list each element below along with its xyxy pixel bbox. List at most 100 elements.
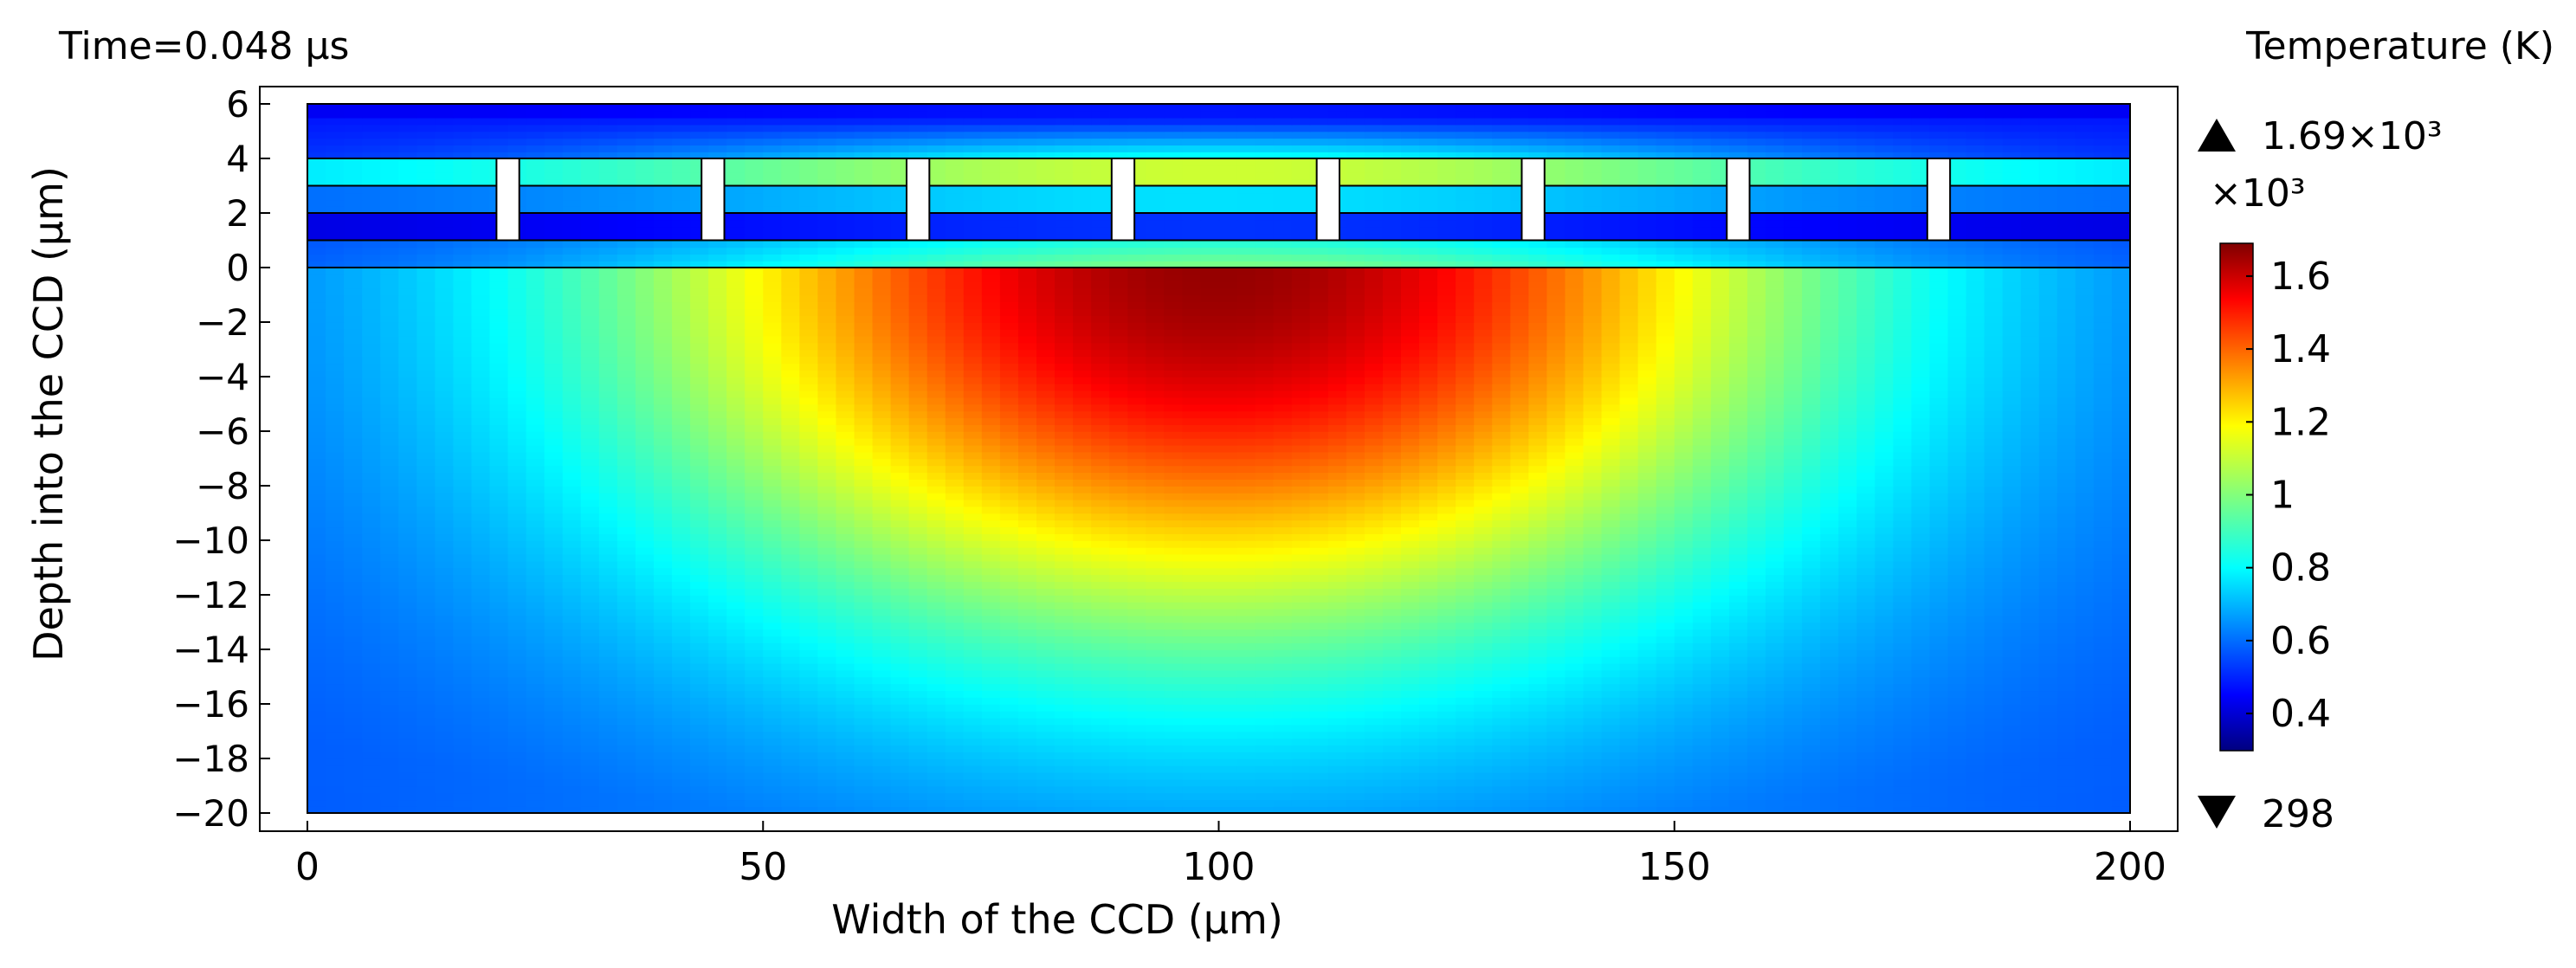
heatmap-cell xyxy=(1146,662,1165,671)
heatmap-cell xyxy=(690,595,709,603)
heatmap-cell xyxy=(1565,553,1585,562)
heatmap-cell xyxy=(1456,588,1475,596)
heatmap-cell xyxy=(1236,506,1256,514)
heatmap-cell xyxy=(981,717,1001,726)
heatmap-cell xyxy=(1893,655,1913,664)
heatmap-cell xyxy=(1291,710,1311,719)
heatmap-cell xyxy=(1674,581,1694,589)
heatmap-cell xyxy=(926,655,946,664)
heatmap-cell xyxy=(1255,581,1275,589)
heatmap-cell xyxy=(1182,629,1202,637)
heatmap-cell xyxy=(1127,771,1147,780)
heatmap-cell xyxy=(1419,486,1438,494)
heatmap-cell xyxy=(981,513,1001,521)
heatmap-cell xyxy=(1437,546,1456,555)
heatmap-cell xyxy=(1766,662,1785,671)
heatmap-cell xyxy=(836,567,855,576)
heatmap-cell xyxy=(471,785,491,794)
heatmap-cell xyxy=(854,513,874,521)
heatmap-cell xyxy=(562,758,582,766)
heatmap-cell xyxy=(1510,669,1530,678)
heatmap-cell xyxy=(380,506,400,514)
heatmap-cell xyxy=(1565,717,1585,726)
heatmap-cell xyxy=(2002,533,2022,541)
heatmap-cell xyxy=(562,540,582,548)
heatmap-cell xyxy=(507,752,527,759)
heatmap-cell xyxy=(1911,806,1931,813)
heatmap-cell xyxy=(1856,472,1876,480)
heatmap-cell xyxy=(1182,792,1202,801)
heatmap-cell xyxy=(1273,758,1293,766)
heatmap-cell xyxy=(1838,492,1858,500)
heatmap-cell xyxy=(745,636,765,643)
heatmap-cell xyxy=(1528,683,1548,692)
heatmap-cell xyxy=(1327,724,1347,732)
heatmap-cell xyxy=(562,622,582,630)
heatmap-cell xyxy=(1656,479,1675,487)
heatmap-cell xyxy=(1893,778,1913,787)
heatmap-cell xyxy=(1437,492,1456,500)
heatmap-cell xyxy=(471,546,491,555)
heatmap-cell xyxy=(799,519,819,528)
heatmap-cell xyxy=(890,526,910,534)
heatmap-cell xyxy=(1091,588,1110,596)
heatmap-cell xyxy=(726,540,746,548)
heatmap-cell xyxy=(1784,588,1803,596)
heatmap-cell xyxy=(1692,472,1712,480)
heatmap-cell xyxy=(1091,636,1110,643)
heatmap-cell xyxy=(1875,622,1895,630)
heatmap-cell xyxy=(999,683,1019,692)
heatmap-cell xyxy=(1109,588,1129,596)
heatmap-cell xyxy=(999,595,1019,603)
heatmap-cell xyxy=(398,724,418,732)
heatmap-cell xyxy=(2111,499,2130,507)
heatmap-cell xyxy=(672,724,691,732)
heatmap-cell xyxy=(708,615,727,623)
heatmap-cell xyxy=(1984,567,2004,576)
heatmap-cell xyxy=(1929,745,1949,752)
heatmap-cell xyxy=(2093,629,2113,637)
heatmap-cell xyxy=(2056,486,2076,494)
heatmap-cell xyxy=(1127,724,1147,732)
heatmap-cell xyxy=(1637,765,1657,773)
heatmap-cell xyxy=(362,472,381,480)
heatmap-cell xyxy=(1073,765,1092,773)
heatmap-cell xyxy=(380,622,400,630)
heatmap-cell xyxy=(781,792,801,801)
heatmap-cell xyxy=(398,662,418,671)
heatmap-cell xyxy=(1200,738,1220,746)
heatmap-cell xyxy=(1401,704,1420,712)
heatmap-cell xyxy=(1327,492,1347,500)
heatmap-cell xyxy=(799,615,819,623)
heatmap-cell xyxy=(690,540,709,548)
heatmap-cell xyxy=(2093,690,2113,698)
heatmap-cell xyxy=(763,799,783,807)
heatmap-cell xyxy=(1893,540,1913,548)
heatmap-cell xyxy=(598,649,618,657)
heatmap-cell xyxy=(635,697,655,705)
heatmap-cell xyxy=(1401,526,1420,534)
heatmap-cell xyxy=(1492,765,1512,773)
heatmap-cell xyxy=(580,717,600,726)
heatmap-cell xyxy=(1984,595,2004,603)
heatmap-cell xyxy=(435,540,455,548)
heatmap-cell xyxy=(781,622,801,630)
heatmap-cell xyxy=(726,752,746,759)
heatmap-cell xyxy=(362,778,381,787)
heatmap-cell xyxy=(1055,655,1074,664)
heatmap-cell xyxy=(1127,636,1147,643)
heatmap-cell xyxy=(963,785,983,794)
heatmap-cell xyxy=(326,662,345,671)
heatmap-cell xyxy=(1875,560,1895,569)
heatmap-cell xyxy=(1419,636,1438,643)
heatmap-cell xyxy=(1802,588,1821,596)
heatmap-cell xyxy=(1601,710,1621,719)
heatmap-cell xyxy=(1838,704,1858,712)
heatmap-cell xyxy=(2093,533,2113,541)
heatmap-cell xyxy=(380,519,400,528)
heatmap-cell xyxy=(672,697,691,705)
heatmap-cell xyxy=(745,662,765,671)
heatmap-cell xyxy=(635,724,655,732)
heatmap-cell xyxy=(435,785,455,794)
heatmap-cell xyxy=(1309,642,1329,650)
